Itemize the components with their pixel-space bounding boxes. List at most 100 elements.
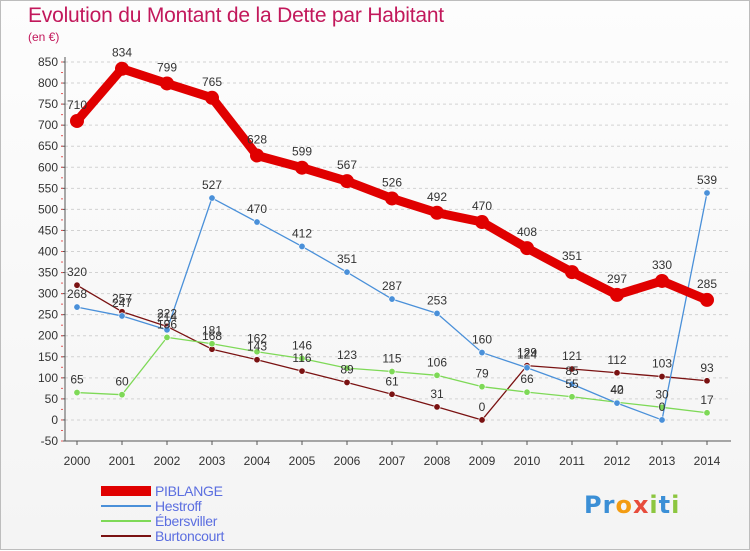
data-label: 0	[479, 400, 486, 414]
y-tick-label: 550	[38, 181, 58, 195]
data-label: 799	[157, 60, 177, 74]
data-point	[163, 326, 171, 334]
data-label: 268	[67, 287, 87, 301]
data-point	[73, 303, 81, 311]
logo-letter: o	[615, 491, 633, 519]
data-label: 351	[337, 252, 357, 266]
data-point	[478, 416, 486, 424]
x-tick-label: 2005	[289, 454, 316, 468]
data-label: 710	[67, 98, 87, 112]
logo-letter: x	[632, 491, 650, 519]
data-label: 30	[655, 387, 669, 401]
data-label: 567	[337, 158, 357, 172]
y-tick-label: 250	[38, 308, 58, 322]
y-tick-label: 850	[38, 55, 58, 69]
legend-swatch	[101, 486, 151, 496]
data-point	[253, 348, 261, 356]
y-tick-label: 150	[38, 350, 58, 364]
data-label: 539	[697, 173, 717, 187]
data-label: 85	[565, 364, 579, 378]
x-tick-label: 2003	[199, 454, 226, 468]
data-label: 834	[112, 46, 132, 60]
data-label: 129	[517, 346, 537, 360]
legend-label: Ébersviller	[155, 513, 218, 529]
data-label: 106	[427, 355, 447, 369]
y-tick-label: 700	[38, 118, 58, 132]
x-tick-label: 2008	[424, 454, 451, 468]
x-tick-label: 2000	[64, 454, 91, 468]
data-label: 31	[430, 387, 444, 401]
y-tick-label: 400	[38, 245, 58, 259]
legend-label: PIBLANGE	[155, 483, 223, 499]
data-label: 89	[340, 362, 354, 376]
data-label: 121	[562, 349, 582, 363]
data-point	[385, 191, 399, 206]
data-label: 79	[475, 367, 489, 381]
y-tick-label: 750	[38, 97, 58, 111]
data-point	[340, 174, 354, 189]
legend-label: Hestroff	[155, 498, 202, 514]
data-point	[118, 312, 126, 320]
x-tick-label: 2014	[694, 454, 721, 468]
data-point	[160, 76, 174, 91]
data-point	[208, 340, 216, 348]
y-tick-label: 200	[38, 329, 58, 343]
data-label: 287	[382, 279, 402, 293]
data-label: 527	[202, 178, 222, 192]
data-point	[250, 148, 264, 163]
data-point	[520, 241, 534, 256]
data-point	[655, 273, 669, 288]
data-label: 0	[659, 400, 666, 414]
data-point	[700, 292, 714, 307]
data-point	[433, 309, 441, 317]
data-point	[430, 205, 444, 220]
y-tick-label: 600	[38, 160, 58, 174]
data-point	[658, 373, 666, 381]
y-tick-label: 50	[45, 392, 59, 406]
data-label: 42	[610, 382, 624, 396]
data-point	[253, 356, 261, 364]
data-point	[118, 391, 126, 399]
y-tick-label: -50	[41, 434, 59, 448]
legend-label: Burtoncourt	[155, 528, 225, 544]
data-point	[343, 268, 351, 276]
x-tick-label: 2006	[334, 454, 361, 468]
data-label: 65	[70, 373, 84, 387]
data-label: 470	[472, 199, 492, 213]
x-tick-label: 2010	[514, 454, 541, 468]
data-point	[703, 189, 711, 197]
data-label: 40	[610, 383, 624, 397]
data-point	[73, 281, 81, 289]
data-label: 115	[382, 352, 401, 366]
data-point	[478, 383, 486, 391]
x-tick-label: 2013	[649, 454, 676, 468]
data-point	[613, 399, 621, 407]
x-tick-label: 2007	[379, 454, 406, 468]
data-label: 222	[157, 306, 177, 320]
data-point	[523, 388, 531, 396]
data-label: 412	[292, 226, 312, 240]
data-point	[433, 371, 441, 379]
data-point	[388, 390, 396, 398]
data-point	[208, 194, 216, 202]
x-tick-label: 2002	[154, 454, 181, 468]
logo-letter: i	[671, 491, 681, 519]
y-tick-label: 300	[38, 287, 58, 301]
data-point	[433, 403, 441, 411]
data-label: 320	[67, 265, 87, 279]
data-point	[298, 242, 306, 250]
data-point	[565, 265, 579, 280]
chart-unit: (en €)	[28, 30, 60, 44]
data-label: 168	[202, 329, 222, 343]
data-point	[568, 393, 576, 401]
chart-title: Evolution du Montant de la Dette par Hab…	[28, 4, 444, 27]
logo-letter: P	[584, 491, 603, 519]
data-point	[568, 365, 576, 373]
data-label: 123	[337, 348, 357, 362]
data-label: 112	[607, 353, 626, 367]
y-tick-label: 350	[38, 266, 58, 280]
data-point	[703, 409, 711, 417]
legend-swatch	[101, 520, 151, 522]
data-point	[658, 416, 666, 424]
